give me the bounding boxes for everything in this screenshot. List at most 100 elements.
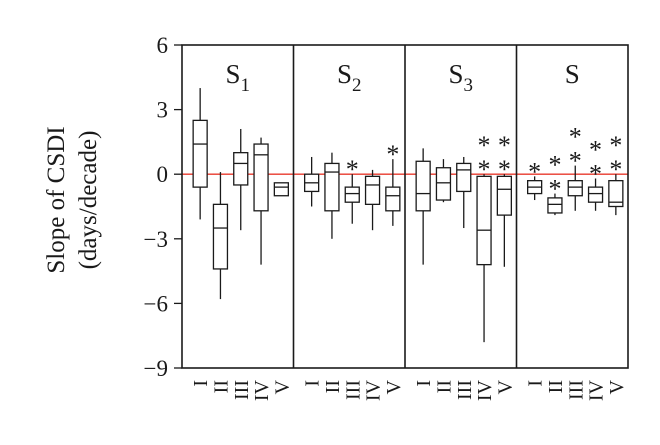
x-tick-label: IV [586,379,608,401]
panels: S1IIIIIIIVVS2III*IIIIV*VS3IIIIII**IV**VS… [190,59,628,401]
y-axis-label-line2: (days/decade) [75,131,102,270]
box-iqr [496,175,513,216]
box-iqr [435,167,452,201]
x-tick-label: II [433,380,455,393]
box-whisker [527,176,543,201]
box-whisker [233,128,249,231]
box-whisker [476,174,492,343]
significance-star: * [589,136,602,165]
box-whisker [456,156,472,229]
significance-star: * [386,140,399,169]
box-iqr [385,186,401,212]
panel-title: S3 [448,59,473,96]
box-whisker [385,159,401,226]
box-whisker [212,172,229,300]
x-tick-label: V [606,379,628,394]
significance-star: * [548,175,561,204]
significance-star: * [498,155,511,184]
x-tick-label: I [190,380,212,387]
significance-star: * [478,155,491,184]
significance-star: * [346,155,359,184]
x-tick-label: V [271,379,293,394]
y-tick-label: 0 [157,162,169,187]
panel-title-subscript: 2 [352,75,362,96]
x-tick-label: III [565,380,587,400]
x-tick-label: IV [474,379,496,401]
box-whisker [547,193,563,216]
panel-title-subscript: 1 [241,75,251,96]
panel-title-subscript: 3 [464,75,474,96]
y-tick-label: 6 [157,33,169,58]
x-tick-label: V [494,379,516,394]
x-tick-label: IV [251,379,273,401]
x-tick-label: II [210,380,232,393]
y-tick-label: −3 [144,227,168,252]
box-whisker [273,182,290,197]
box-whisker [344,174,360,224]
box-iqr [212,203,229,270]
box-iqr [587,186,604,203]
box-iqr [233,152,249,186]
box-iqr [192,119,208,188]
x-tick-label: I [302,380,324,387]
box-iqr [476,175,492,266]
y-axis-label-line1: Slope of CSDI [43,126,70,273]
box-whisker [435,159,452,203]
x-tick-label: II [322,380,344,393]
box-iqr [547,197,563,214]
panel-title: S1 [225,59,250,96]
panel-title-letter: S [565,59,580,89]
box-iqr [364,175,381,205]
box-whisker [496,174,513,267]
panel-title: S [565,59,580,89]
box-whisker [192,88,208,220]
significance-star: * [569,123,582,152]
box-iqr [344,186,360,203]
significance-star: * [609,131,622,160]
significance-star: * [498,131,511,160]
panel: S*I**II**III**IV**V [525,59,628,401]
box-whisker [324,152,340,239]
y-tick-label: 3 [157,98,169,123]
significance-star: * [528,157,541,186]
box-iqr [415,160,431,212]
panel-title-letter: S [225,59,240,89]
x-tick-label: I [525,380,547,387]
x-tick-label: III [454,380,476,400]
box-iqr [456,162,472,193]
box-whisker [253,137,269,265]
box-iqr [324,162,340,212]
y-axis-label: Slope of CSDI (days/decade) [43,126,102,273]
significance-star: * [589,160,602,189]
y-tick-label: −6 [144,291,168,316]
box-whisker [415,148,431,265]
x-tick-label: IV [363,379,385,401]
y-axis-ticks: 6 3 0 −3 −6 −9 [144,33,182,381]
panel-title-letter: S [448,59,463,89]
panel-title: S2 [337,59,362,96]
x-tick-label: V [383,379,405,394]
box-whisker [608,174,624,216]
plot-frame [181,44,629,369]
box-iqr [253,143,269,212]
y-tick-label: −9 [144,356,168,381]
box-iqr [273,182,290,197]
box-whisker [567,165,583,211]
box-whisker [587,178,604,211]
box-whisker [364,169,381,231]
significance-star: * [478,131,491,160]
significance-star: * [609,155,622,184]
panel-title-letter: S [337,59,352,89]
x-tick-label: II [545,380,567,393]
significance-star: * [548,151,561,180]
x-tick-label: I [413,380,435,387]
x-tick-label: III [231,380,253,400]
box-iqr [567,180,583,197]
box-whisker [303,156,320,207]
box-iqr [608,180,624,208]
significance-star: * [569,147,582,176]
